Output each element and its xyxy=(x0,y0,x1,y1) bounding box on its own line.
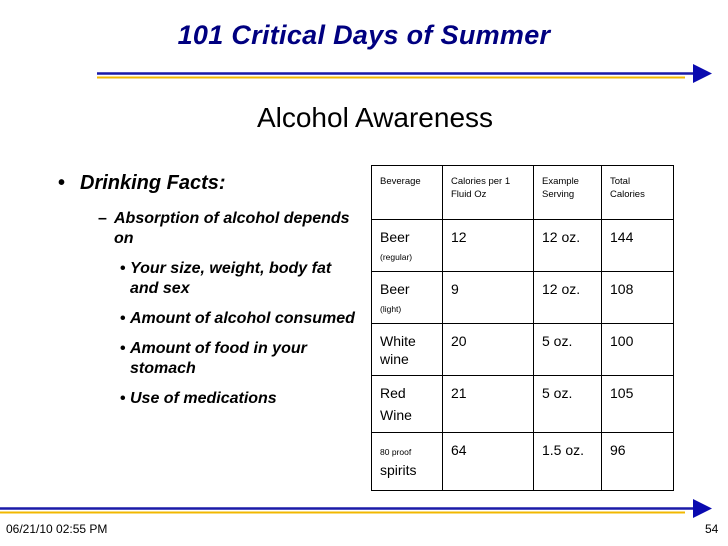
bullet-item: • Your size, weight, body fat and sex xyxy=(120,259,358,299)
cell-total: 100 xyxy=(601,323,674,376)
cell-beverage: Beer (regular) xyxy=(371,219,443,272)
table-row: 80 proof spirits 64 1.5 oz. 96 xyxy=(371,432,674,491)
cell-beverage: Beer (light) xyxy=(371,271,443,324)
bullet-item-text: Amount of alcohol consumed xyxy=(130,310,355,327)
calories-table: Beverage Calories per 1 Fluid Oz Example… xyxy=(371,165,674,491)
header-calories-per-oz: Calories per 1 Fluid Oz xyxy=(442,165,534,220)
table-row: Beer (regular) 12 12 oz. 144 xyxy=(371,219,674,272)
top-arrow-rule xyxy=(97,64,712,83)
cell-serving: 5 oz. xyxy=(533,323,602,376)
bullet-item-text: Your size, weight, body fat and sex xyxy=(130,260,332,297)
cell-serving: 1.5 oz. xyxy=(533,432,602,491)
cell-calories: 21 xyxy=(442,375,534,433)
cell-calories: 20 xyxy=(442,323,534,376)
bullet-item: • Amount of alcohol consumed xyxy=(120,309,358,329)
table-row: Beer (light) 9 12 oz. 108 xyxy=(371,271,674,324)
beverage-name: Beer xyxy=(380,229,410,245)
table-header-row: Beverage Calories per 1 Fluid Oz Example… xyxy=(371,165,674,220)
table-row: White wine 20 5 oz. 100 xyxy=(371,323,674,376)
cell-serving: 12 oz. xyxy=(533,219,602,272)
bullet-dot: • xyxy=(120,260,126,277)
cell-beverage: 80 proof spirits xyxy=(371,432,443,491)
bullet-dot: • xyxy=(120,310,126,327)
bullet-list: • Drinking Facts: – Absorption of alcoho… xyxy=(58,172,358,409)
beverage-name: spirits xyxy=(380,462,417,478)
cell-total: 108 xyxy=(601,271,674,324)
bullet-sub: – Absorption of alcohol depends on xyxy=(98,209,358,249)
cell-beverage: White wine xyxy=(371,323,443,376)
slide-subtitle: Alcohol Awareness xyxy=(256,102,494,133)
beverage-note: (light) xyxy=(380,304,402,314)
cell-calories: 64 xyxy=(442,432,534,491)
bottom-arrow-rule xyxy=(0,499,712,518)
cell-serving: 12 oz. xyxy=(533,271,602,324)
bullet-item-text: Use of medications xyxy=(130,390,277,407)
bullet-dash: – xyxy=(98,210,107,227)
cell-serving: 5 oz. xyxy=(533,375,602,433)
beverage-note: Wine xyxy=(380,407,412,423)
bullet-sub-text: Absorption of alcohol depends on xyxy=(114,210,350,247)
cell-total: 105 xyxy=(601,375,674,433)
beverage-prefix: 80 proof xyxy=(380,447,412,457)
footer-date: 06/21/10 02:55 PM xyxy=(6,522,108,536)
bullet-item: • Amount of food in your stomach xyxy=(120,339,358,379)
cell-total: 96 xyxy=(601,432,674,491)
bullet-main: • Drinking Facts: xyxy=(58,172,358,195)
beverage-name: Beer xyxy=(380,281,410,297)
header-beverage: Beverage xyxy=(371,165,443,220)
cell-calories: 9 xyxy=(442,271,534,324)
cell-total: 144 xyxy=(601,219,674,272)
bullet-dot: • xyxy=(120,340,126,357)
beverage-note: (regular) xyxy=(380,252,413,262)
bullet-dot: • xyxy=(120,390,126,407)
page-number: 54 xyxy=(705,522,719,536)
cell-beverage: Red Wine xyxy=(371,375,443,433)
bullet-item-text: Amount of food in your stomach xyxy=(130,340,307,377)
bullet-main-text: Drinking Facts: xyxy=(80,172,226,194)
cell-calories: 12 xyxy=(442,219,534,272)
header-example-serving: Example Serving xyxy=(533,165,602,220)
beverage-name: Red xyxy=(380,385,406,401)
table-row: Red Wine 21 5 oz. 105 xyxy=(371,375,674,433)
bullet-dot: • xyxy=(58,172,66,194)
beverage-name: White wine xyxy=(380,333,416,367)
header-total-calories: Total Calories xyxy=(601,165,674,220)
slide-title: 101 Critical Days of Summer xyxy=(177,20,551,50)
bullet-item: • Use of medications xyxy=(120,389,358,409)
